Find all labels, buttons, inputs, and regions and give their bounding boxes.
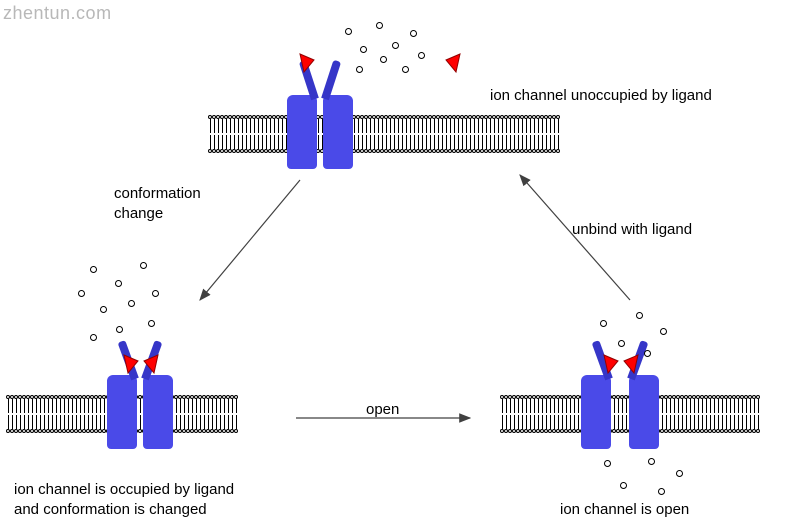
ion bbox=[620, 482, 627, 489]
ion bbox=[78, 290, 85, 297]
ion bbox=[100, 306, 107, 313]
ion bbox=[648, 458, 655, 465]
ion bbox=[410, 30, 417, 37]
label-state-unoccupied: ion channel unoccupied by ligand bbox=[490, 86, 712, 106]
label-arrow-conformation: conformationchange bbox=[114, 184, 201, 223]
ion bbox=[636, 312, 643, 319]
ion bbox=[116, 326, 123, 333]
label-state-occupied: ion channel is occupied by ligand and co… bbox=[14, 480, 234, 519]
ligand-free bbox=[444, 52, 458, 70]
label-state-occupied-l1: ion channel is occupied by ligand bbox=[14, 481, 234, 498]
membrane-top bbox=[208, 115, 560, 153]
ion bbox=[658, 488, 665, 495]
ligand-bound-left bbox=[122, 353, 136, 371]
label-arrow-open: open bbox=[366, 400, 399, 420]
ion bbox=[115, 280, 122, 287]
ion bbox=[600, 320, 607, 327]
channel-subunit-right bbox=[629, 375, 659, 449]
channel-subunit-right bbox=[143, 375, 173, 449]
ligand-bound-left bbox=[602, 353, 616, 371]
ion bbox=[676, 470, 683, 477]
ion bbox=[152, 290, 159, 297]
label-state-open: ion channel is open bbox=[560, 500, 689, 520]
ion bbox=[618, 340, 625, 347]
ion bbox=[148, 320, 155, 327]
ion bbox=[128, 300, 135, 307]
channel-subunit-right bbox=[323, 95, 353, 169]
channel-subunit-left bbox=[107, 375, 137, 449]
ion bbox=[90, 334, 97, 341]
ion bbox=[140, 262, 147, 269]
ion bbox=[345, 28, 352, 35]
ion bbox=[356, 66, 363, 73]
ligand-bound-right bbox=[142, 353, 156, 371]
ion bbox=[360, 46, 367, 53]
label-arrow-unbind: unbind with ligand bbox=[572, 220, 692, 240]
channel-subunit-left bbox=[287, 95, 317, 169]
ion bbox=[660, 328, 667, 335]
ion bbox=[418, 52, 425, 59]
ion bbox=[376, 22, 383, 29]
ion bbox=[90, 266, 97, 273]
channel-subunit-left bbox=[581, 375, 611, 449]
watermark: zhentun.com bbox=[3, 3, 112, 24]
ion bbox=[604, 460, 611, 467]
ligand-bound-right bbox=[622, 353, 636, 371]
ion bbox=[392, 42, 399, 49]
ligand-free bbox=[298, 52, 312, 70]
ion bbox=[380, 56, 387, 63]
ion bbox=[644, 350, 651, 357]
ion bbox=[402, 66, 409, 73]
label-state-occupied-l2: and conformation is changed bbox=[14, 501, 207, 518]
